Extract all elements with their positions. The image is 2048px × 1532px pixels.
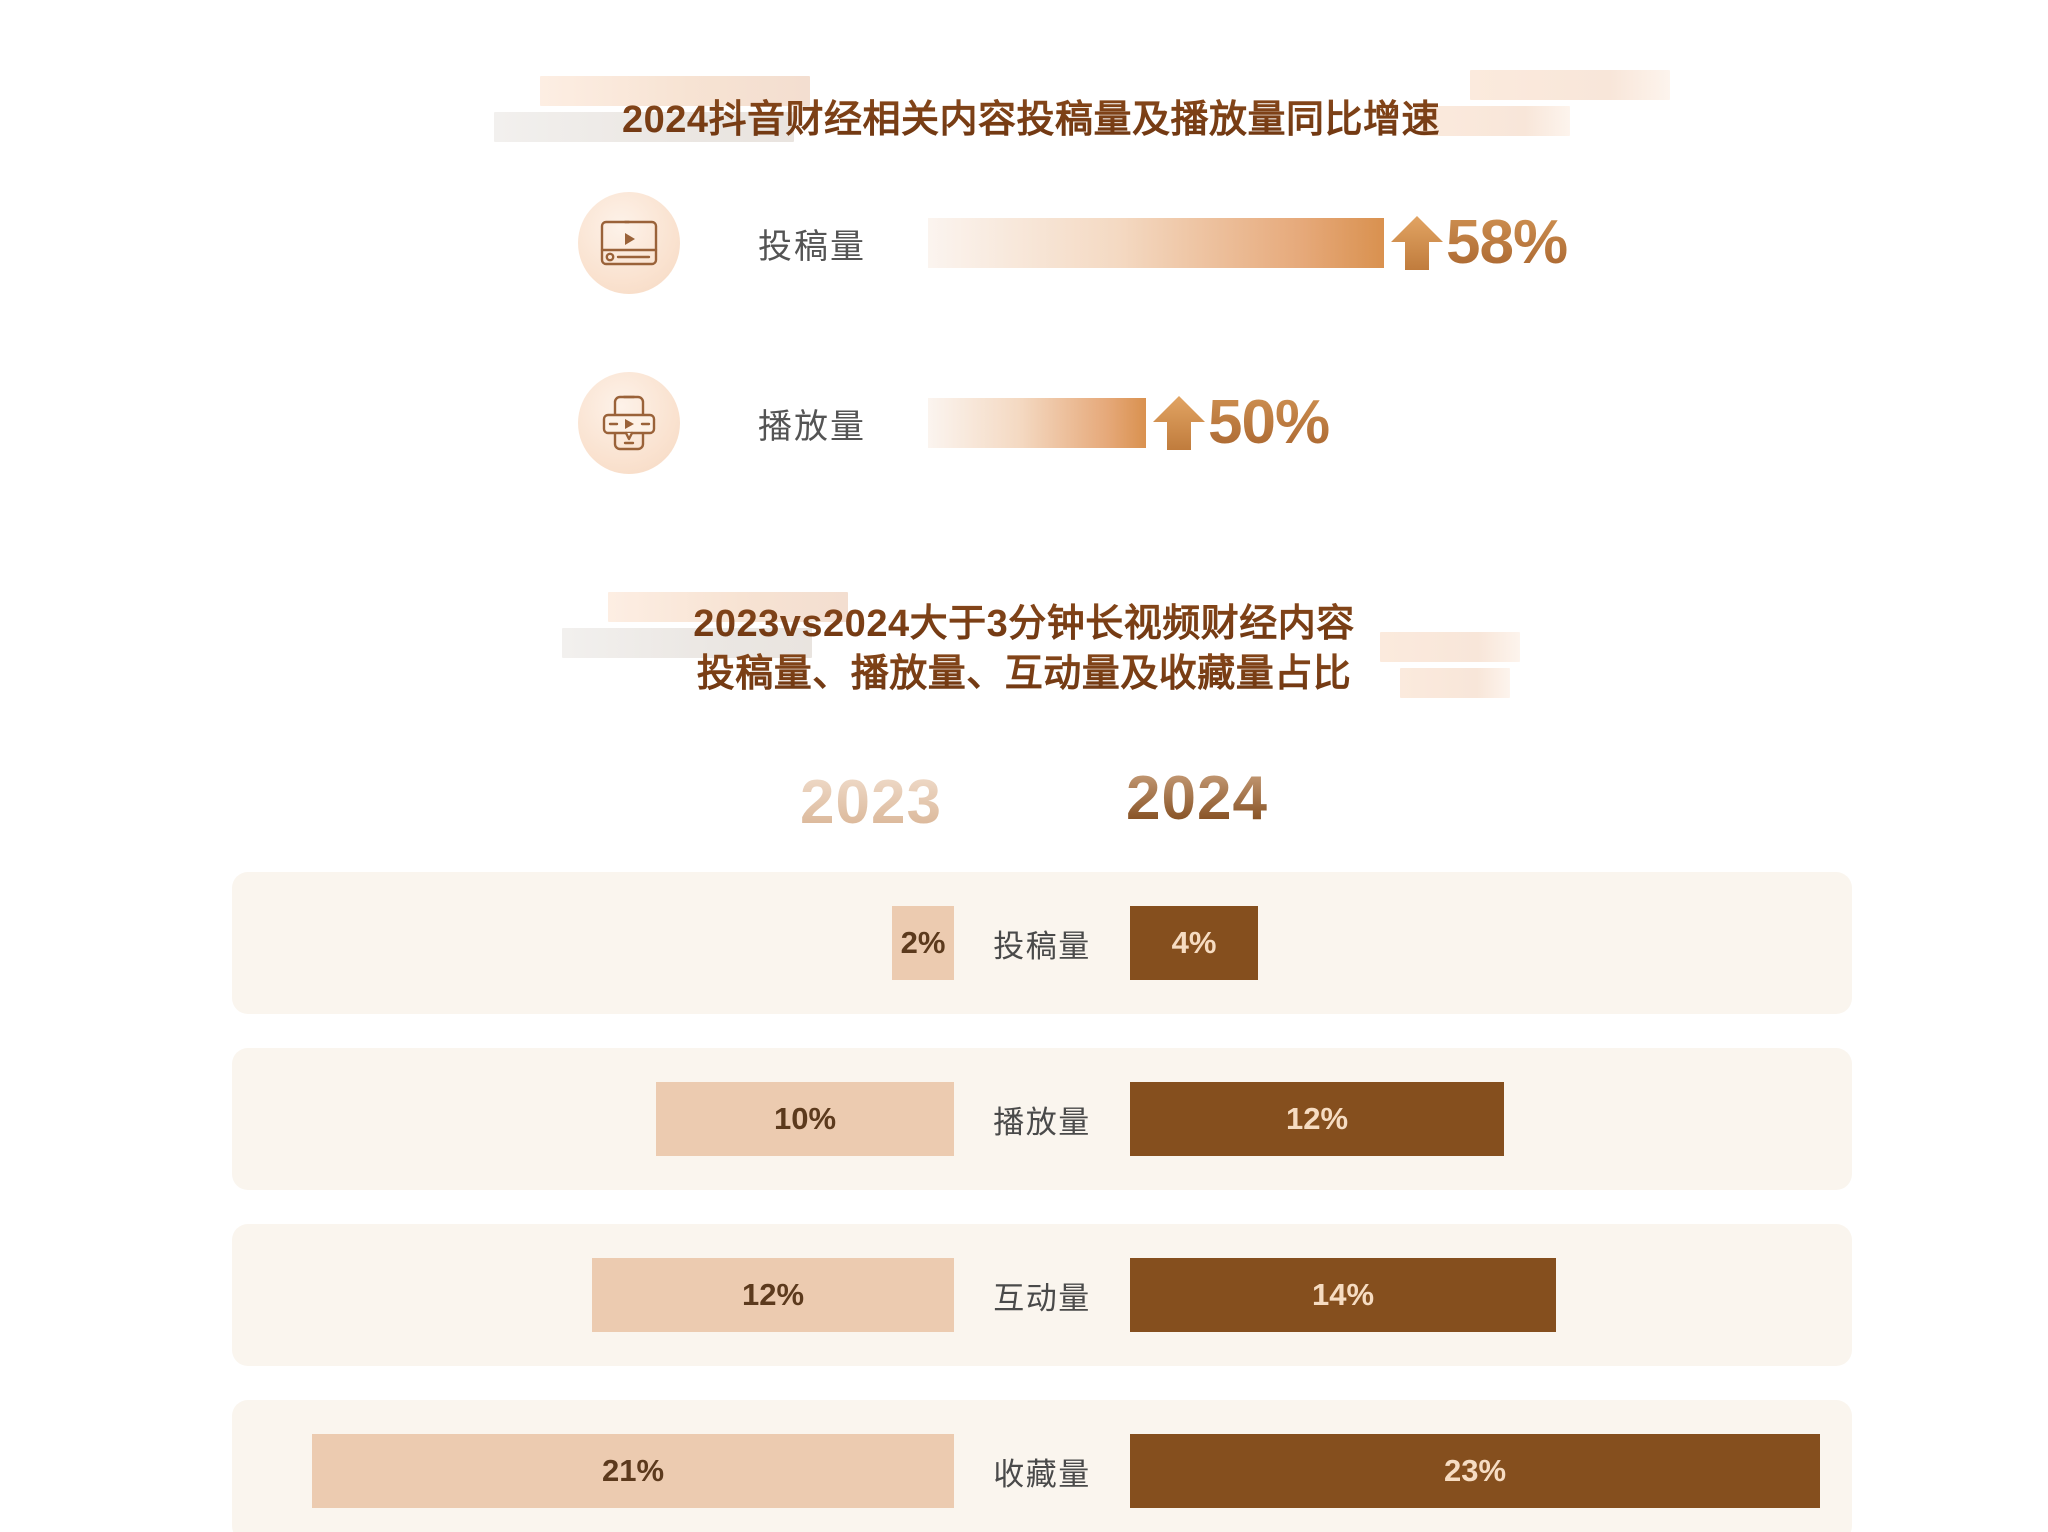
up-arrow-icon [1150,392,1208,454]
comparison-row: 10% 播放量 12% [232,1048,1852,1190]
comparison-right-cell: 23% [1130,1434,1852,1508]
title-deco-bar [1380,632,1520,662]
comparison-row: 21% 收藏量 23% [232,1400,1852,1532]
comparison-row: 2% 投稿量 4% [232,872,1852,1014]
bar-2024: 14% [1130,1258,1556,1332]
bar-2023: 10% [656,1082,954,1156]
comparison-title-block: 2023vs2024大于3分钟长视频财经内容 投稿量、播放量、互动量及收藏量占比 [0,580,2048,700]
bar-2023: 2% [892,906,954,980]
bar-2024: 23% [1130,1434,1820,1508]
title-deco-bar [608,592,848,622]
up-arrow-icon [1388,212,1446,274]
comparison-metric-label: 播放量 [993,1104,1091,1140]
growth-section-title: 2024抖音财经相关内容投稿量及播放量同比增速 [622,88,1440,143]
year-header-2024: 2024 [1126,764,1268,833]
year-header-2023: 2023 [800,768,942,837]
video-player-icon [578,192,680,294]
comparison-right-cell: 4% [1130,906,1852,980]
comparison-right-cell: 14% [1130,1258,1852,1332]
bar-2023: 21% [312,1434,954,1508]
comparison-left-cell: 2% [232,906,954,980]
growth-row-contributions: 投稿量 58% [578,192,1568,294]
title-deco-bar [494,112,794,142]
title-deco-bar [1470,70,1670,100]
title-deco-bar [1420,106,1570,136]
comparison-left-cell: 10% [232,1082,954,1156]
growth-percent: 50% [1208,388,1330,457]
growth-percent: 58% [1446,208,1568,277]
comparison-section-title-line2: 投稿量、播放量、互动量及收藏量占比 [0,642,2048,697]
growth-row-label: 播放量 [758,407,866,446]
growth-row-plays: 播放量 50% [578,372,1330,474]
growth-bar [928,218,1384,268]
comparison-row: 12% 互动量 14% [232,1224,1852,1366]
phone-play-icon [578,372,680,474]
bar-2024: 4% [1130,906,1258,980]
comparison-metric-label: 投稿量 [993,928,1091,964]
growth-row-label: 投稿量 [758,227,866,266]
comparison-right-cell: 12% [1130,1082,1852,1156]
comparison-metric-label: 收藏量 [993,1456,1091,1492]
comparison-left-cell: 21% [232,1434,954,1508]
growth-title-block: 2024抖音财经相关内容投稿量及播放量同比增速 [0,36,2048,142]
title-deco-bar [1400,668,1510,698]
bar-2023: 12% [592,1258,954,1332]
title-deco-bar [562,628,812,658]
comparison-left-cell: 12% [232,1258,954,1332]
growth-bar [928,398,1146,448]
comparison-section-title-line1: 2023vs2024大于3分钟长视频财经内容 [0,592,2048,647]
bar-2024: 12% [1130,1082,1504,1156]
comparison-metric-label: 互动量 [993,1280,1091,1316]
title-deco-bar [540,76,810,106]
